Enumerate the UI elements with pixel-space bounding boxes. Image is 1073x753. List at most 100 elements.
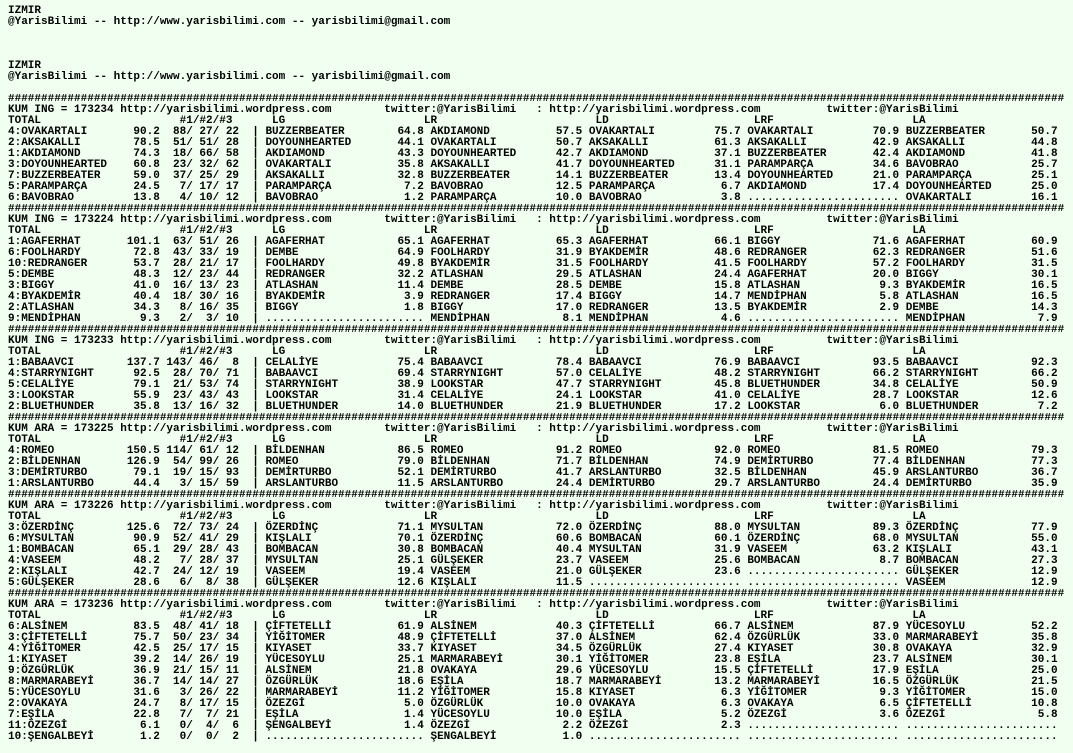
ld-score: 74.9 (714, 456, 741, 468)
win-3: 26 (225, 456, 240, 468)
twitter-handle[interactable]: twitter:@YarisBilimi (826, 599, 959, 611)
la-name: BABAAVCI (905, 357, 959, 369)
win-3: 15 (225, 643, 240, 655)
column-divider: | (252, 126, 259, 138)
site-link[interactable]: http://yarisbilimi.wordpress.com (120, 500, 332, 512)
lg-name: BYAKDEMİR (265, 291, 325, 303)
site-link[interactable]: http://yarisbilimi.wordpress.com (549, 423, 761, 435)
lg-name: MYSULTAN (265, 555, 319, 567)
column-divider: | (252, 731, 259, 743)
site-link[interactable]: http://yarisbilimi.wordpress.com (549, 104, 761, 116)
ld-empty-filler: ....................... (588, 577, 741, 589)
twitter-handle[interactable]: twitter:@YarisBilimi (384, 214, 517, 226)
ld-name: EŞİLA (588, 709, 622, 721)
twitter-handle[interactable]: twitter:@YarisBilimi (384, 104, 517, 116)
lg-name: ÇİFTETELLİ (265, 621, 332, 633)
total-score: 48.2 (133, 555, 160, 567)
header-title: IZMIR (8, 61, 1073, 72)
wins-separator: / (186, 401, 193, 413)
la-score: 16.1 (1031, 192, 1058, 204)
site-link[interactable]: http://yarisbilimi.wordpress.com (549, 335, 761, 347)
ld-name: REDRANGER (588, 302, 649, 314)
lrf-score: 89.3 (872, 522, 900, 534)
total-score: 42.5 (133, 643, 160, 655)
twitter-handle[interactable]: twitter:@YarisBilimi (826, 214, 959, 226)
total-name: 6:FOOLHARDY (8, 247, 81, 259)
col-header-lg: LG (272, 115, 286, 127)
wins-separator: / (212, 544, 220, 556)
ld-name: AKDIAMOND (588, 148, 649, 160)
lr-score: 24.4 (555, 478, 583, 490)
twitter-handle[interactable]: twitter:@YarisBilimi (826, 500, 959, 512)
twitter-handle[interactable]: twitter:@YarisBilimi (384, 335, 517, 347)
lr-score: 21.0 (555, 566, 583, 578)
wins-separator: / (186, 192, 193, 204)
lg-name: AKDIAMOND (265, 148, 325, 160)
column-divider: | (252, 654, 259, 666)
twitter-handle[interactable]: twitter:@YarisBilimi (826, 335, 959, 347)
total-score: 101.1 (126, 236, 160, 248)
separator: ########################################… (8, 325, 1065, 336)
wins-separator: / (212, 577, 220, 589)
twitter-handle[interactable]: twitter:@YarisBilimi (384, 599, 517, 611)
ld-name: MYSULTAN (588, 544, 642, 556)
total-name: 4:OVAKARTALI (8, 126, 88, 138)
wins-separator: / (212, 390, 220, 402)
lrf-name: BABAAVCI (747, 357, 801, 369)
lr-name: ROMEO (430, 445, 464, 457)
lrf-empty-filler: ....................... (747, 313, 900, 325)
site-link[interactable]: http://yarisbilimi.wordpress.com (120, 599, 332, 611)
twitter-handle[interactable]: twitter:@YarisBilimi (384, 500, 517, 512)
lg-score: 38.9 (397, 379, 424, 391)
win-1: 23 (173, 159, 187, 171)
site-link[interactable]: http://yarisbilimi.wordpress.com (120, 214, 332, 226)
twitter-handle[interactable]: twitter:@YarisBilimi (826, 423, 959, 435)
ld-empty-filler: ....................... (588, 731, 741, 743)
win-2: 32 (199, 159, 213, 171)
lrf-name: PARAMPARÇA (747, 159, 814, 171)
total-score: 150.5 (126, 445, 160, 457)
lg-empty-filler: ........................ (265, 731, 424, 743)
twitter-handle[interactable]: twitter:@YarisBilimi (384, 423, 517, 435)
race-title: KUM ARA = 173225 (8, 423, 114, 435)
col-header-lr: LR (423, 225, 438, 237)
site-link[interactable]: http://yarisbilimi.wordpress.com (120, 104, 332, 116)
total-name: 5:YÜCESOYLU (8, 687, 81, 699)
la-name: REDRANGER (905, 247, 966, 259)
site-link[interactable]: http://yarisbilimi.wordpress.com (549, 214, 761, 226)
site-link[interactable]: http://yarisbilimi.wordpress.com (549, 599, 761, 611)
lrf-name: MENDİPHAN (747, 291, 807, 303)
lg-name: BAVOBRAO (265, 192, 319, 204)
lg-score: 25.1 (397, 555, 424, 567)
race-header: KUM ARA = 173225 http://yarisbilimi.wordp… (8, 424, 1073, 435)
win-2: 28 (199, 555, 213, 567)
table-row: 4:YİĞİTOMER 42.5 25/17/15 | KIYASET 33.7 KIYAS… (8, 644, 1073, 655)
lrf-score: 23.7 (872, 654, 900, 666)
site-link[interactable]: http://yarisbilimi.wordpress.com (120, 335, 332, 347)
total-score: 31.6 (133, 687, 160, 699)
lr-score: 2.2 (562, 720, 583, 732)
la-score: 50.7 (1031, 126, 1058, 138)
lg-score: 69.4 (397, 368, 424, 380)
race-title: KUM ING = 173234 (8, 104, 114, 116)
win-1: 12 (173, 269, 187, 281)
lrf-score: 57.2 (872, 258, 900, 270)
win-3: 17 (225, 258, 240, 270)
win-2: 4 (206, 720, 213, 732)
wins-separator: / (212, 632, 220, 644)
site-link[interactable]: http://yarisbilimi.wordpress.com (120, 423, 332, 435)
total-name: 2:KIŞLALI (8, 566, 68, 578)
win-1: 54 (173, 456, 187, 468)
ld-name: BLUETHUNDER (588, 401, 662, 413)
wins-separator: / (212, 302, 220, 314)
lr-score: 41.7 (555, 467, 583, 479)
lg-name: BOMBACAN (265, 544, 319, 556)
win-1: 25 (173, 643, 187, 655)
lrf-score: 33.0 (872, 632, 900, 644)
twitter-handle[interactable]: twitter:@YarisBilimi (826, 104, 959, 116)
total-score: 78.5 (133, 137, 160, 149)
win-2: 16 (199, 401, 213, 413)
win-3: 29 (225, 170, 240, 182)
site-link[interactable]: http://yarisbilimi.wordpress.com (549, 500, 761, 512)
wins-separator: / (212, 357, 220, 369)
